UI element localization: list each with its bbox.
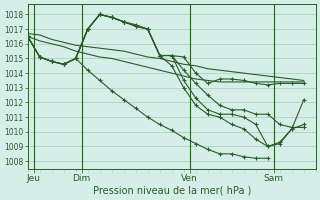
- X-axis label: Pression niveau de la mer( hPa ): Pression niveau de la mer( hPa ): [92, 186, 251, 196]
